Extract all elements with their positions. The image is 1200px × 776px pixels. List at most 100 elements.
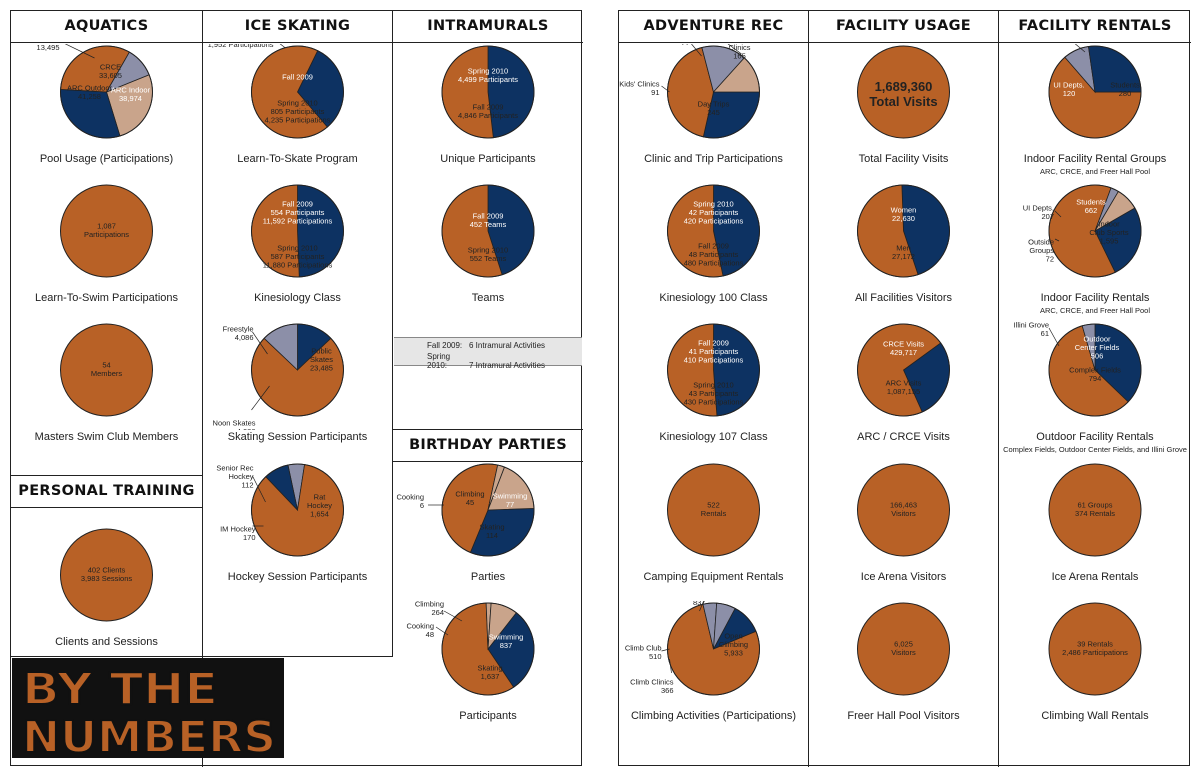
slice-label: 54: [102, 361, 110, 370]
slice-label: Freestyle: [223, 325, 254, 334]
slice-label: Rentals: [701, 509, 727, 518]
slice-label: Fall 2009: [698, 242, 729, 251]
slice-label: 245: [707, 108, 720, 117]
pool-chart: CRCE 33,605 ARC Indoor 38,974 ARC Outdoor 41,…: [11, 44, 202, 178]
skating-sessions-chart: Freestyle 4,086 Public Skates 23,485 Noon Ska…: [203, 322, 392, 456]
ice-arena-rentals-chart: 61 Groups 374 Rentals Ice Arena Rentals: [999, 462, 1191, 596]
slice-label: Illini Grove: [1014, 322, 1049, 330]
facility-usage-column: FACILITY USAGE 1,689,360 Total Visits Tota…: [809, 11, 999, 767]
slice-label: Climb Club: [625, 644, 662, 653]
slice-label: Swimming: [489, 633, 524, 642]
ice-arena-visitors-chart: 166,463 Visitors Ice Arena Visitors: [809, 462, 998, 596]
slice-label: ARC Outdoor: [67, 84, 113, 93]
slice-label: 6,025: [894, 640, 913, 649]
climbing-activities-pie: Free Events (11)837OpenClimbing5,933Clim…: [625, 601, 760, 696]
chart-caption: Participants: [459, 710, 517, 722]
slice-label: Kids' Clinics: [619, 80, 659, 89]
teams-chart: Fall 2009 452 Teams Spring 2010 552 Teams Te…: [393, 183, 583, 317]
slice-label: 207: [1041, 212, 1054, 221]
aquatics-column: AQUATICS CRCE 33,605 ARC Indoor 38,974 ARC O…: [11, 11, 203, 767]
camping-chart: 522 Rentals Camping Equipment Rentals: [619, 462, 808, 596]
slice-label: 280: [1119, 89, 1132, 98]
slice-label: 429,717: [890, 348, 917, 357]
climbing-wall-rentals-chart: 39 Rentals 2,486 Participations Climbing W…: [999, 601, 1191, 735]
slice-label: ARC Visits: [886, 379, 922, 388]
slice-label: Spring 2010: [693, 200, 733, 209]
chart-caption: Learn-To-Swim Participations: [34, 292, 179, 304]
slice-label: CRCE: [100, 63, 121, 72]
slice-label: 1,952 Participations: [208, 44, 274, 49]
chart-caption: Hockey Session Participants: [227, 571, 368, 583]
slice-label: 410 Participations: [684, 356, 744, 365]
slice-label: 1,654: [310, 510, 329, 519]
facility-usage-heading: FACILITY USAGE: [809, 11, 998, 43]
slice-label: 3,983 Sessions: [81, 574, 133, 583]
slice-label: Fall 2009: [698, 339, 729, 348]
intramural-activities-box: Fall 2009: 6 Intramural Activities Spring…: [394, 337, 582, 370]
slice-label: Climbing: [415, 601, 444, 609]
slice-label: 13,495: [37, 44, 60, 52]
slice-label: Center Fields: [1075, 343, 1120, 352]
slice-label: 4,499 Participants: [458, 75, 518, 84]
indoor-rental-groups-chart: Students280Outside Groups40UI Depts.120I…: [999, 44, 1191, 178]
outdoor-rentals-chart: Outdoor Center Fields 506 Complex Fields 794…: [999, 322, 1191, 456]
leader-line: [661, 648, 670, 652]
slice-label: 506: [1091, 352, 1104, 361]
slice-label: Spring 2010: [468, 67, 508, 76]
slice-label: Climbing: [455, 490, 484, 499]
chart-subtitle: ARC, CRCE, and Freer Hall Pool: [1039, 306, 1151, 315]
slice-label: 166,463: [890, 501, 917, 510]
slice-label: Fall 2009: [282, 200, 313, 209]
slice-label: Fall 2009: [282, 73, 313, 82]
kin100-chart: Spring 2010 42 Participants 420 Participat…: [619, 183, 808, 317]
all-visitors-chart: Women 22,630 Men 27,172 All Facilities Visit…: [809, 183, 998, 317]
slice-label: 4,846 Participants: [458, 111, 518, 120]
slice-label: Skates: [310, 355, 333, 364]
slice-label: 170: [243, 533, 256, 542]
left-panel: AQUATICS CRCE 33,605 ARC Indoor 38,974 ARC O…: [10, 10, 583, 767]
chart-caption: Climbing Wall Rentals: [1041, 710, 1149, 722]
logo-line-2: NUMBERS: [22, 712, 276, 758]
leader-line: [64, 44, 95, 59]
leader-line: [443, 610, 463, 622]
chart-caption: Total Facility Visits: [858, 153, 949, 165]
leader-line: [727, 44, 742, 55]
slice-visitors: [857, 602, 950, 696]
chart-caption: Clinic and Trip Participations: [644, 153, 783, 165]
slice-label: Clinics: [728, 44, 750, 52]
slice-label: Outside: [1028, 238, 1054, 247]
slice-label: Spring 2010: [468, 246, 508, 255]
total-visits-chart: 1,689,360 Total Visits Total Facility Visi…: [809, 44, 998, 178]
slice-label: 120: [1063, 89, 1076, 98]
slice-label: Spring 2010: [277, 244, 317, 253]
slice-label: 4,235 Participations: [265, 116, 331, 125]
slice-visitors: [857, 463, 950, 557]
slice-label: 264: [431, 608, 444, 617]
slice-label: 1,595: [1100, 237, 1119, 246]
slice-label: Visitors: [891, 648, 916, 657]
slice-label: 2,486 Participations: [1062, 648, 1128, 657]
slice-label: 1,689,360: [875, 79, 933, 94]
slice-label: 402 Clients: [88, 566, 126, 575]
leader-line: [691, 44, 702, 57]
indoor-rentals-chart: Students 662 Indoor Club Sports 1,595 Outside…: [999, 183, 1191, 317]
slice-label: Noon Skates: [213, 419, 256, 428]
slice-label: Skating: [479, 523, 504, 532]
intramurals-column: INTRAMURALS Spring 2010 4,499 Participant…: [393, 11, 583, 767]
slice-label: 1,087,155: [887, 387, 920, 396]
chart-caption: Parties: [470, 571, 506, 583]
masters-chart: 54 Members Masters Swim Club Members: [11, 322, 202, 456]
learn-to-swim-chart: 1,087 Participations Learn-To-Swim Partici…: [11, 183, 202, 317]
slice-label: 805 Participants: [271, 107, 325, 116]
slice-label: Participations: [84, 230, 129, 239]
slice-label: 522: [707, 501, 720, 510]
slice-label: CRCE Visits: [883, 340, 924, 349]
slice-label: 5,933: [724, 649, 743, 658]
slice-label: 41 Participants: [689, 347, 739, 356]
